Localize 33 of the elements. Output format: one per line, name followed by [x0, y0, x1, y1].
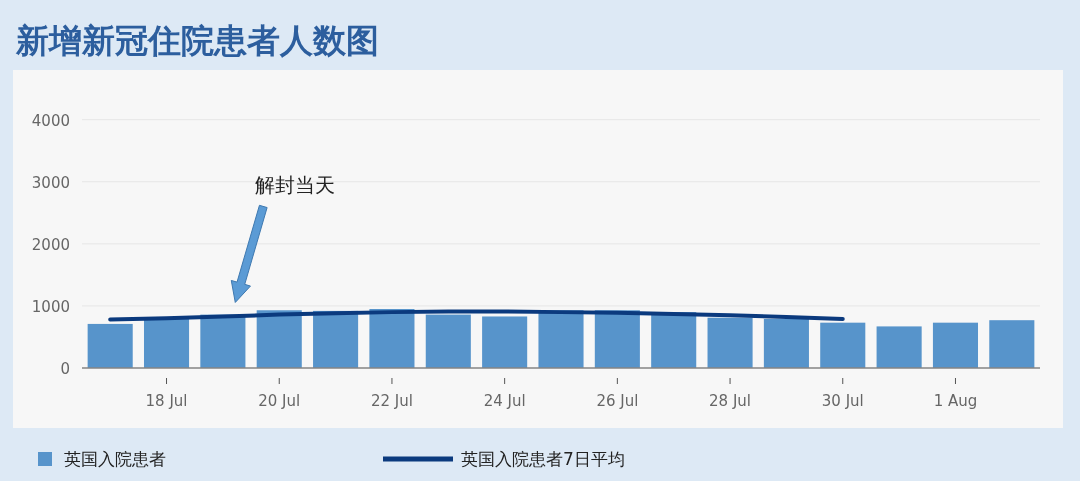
bar	[763, 318, 809, 368]
x-tick-label: 28 Jul	[709, 392, 752, 410]
y-tick-label: 0	[60, 360, 70, 378]
bar	[256, 310, 302, 368]
bar	[707, 317, 753, 368]
legend-label: 英国入院患者	[64, 449, 166, 469]
x-tick-label: 26 Jul	[596, 392, 639, 410]
x-tick-label: 18 Jul	[145, 392, 188, 410]
y-tick-label: 4000	[31, 111, 70, 130]
y-tick-label: 2000	[31, 235, 70, 254]
bar	[651, 312, 697, 368]
y-tick-label: 3000	[31, 173, 70, 192]
legend-label: 英国入院患者7日平均	[461, 449, 625, 469]
bar	[932, 322, 979, 368]
x-tick-label: 1 Aug	[933, 392, 978, 410]
bar	[143, 318, 190, 368]
bar	[594, 310, 640, 368]
bar	[820, 322, 866, 368]
bar	[369, 309, 415, 368]
bar	[876, 326, 922, 368]
x-tick-label: 20 Jul	[258, 392, 301, 410]
x-tick-label: 24 Jul	[483, 392, 526, 410]
x-tick-label: 22 Jul	[370, 392, 413, 410]
bar	[87, 323, 133, 368]
y-tick-label: 1000	[31, 297, 70, 316]
chart-title: 新增新冠住院患者人数图	[15, 21, 379, 60]
bar	[425, 314, 471, 368]
line-series	[108, 309, 845, 322]
bar	[989, 320, 1035, 368]
annotation: 解封当天	[255, 173, 336, 198]
bar	[482, 316, 528, 368]
bar	[313, 310, 359, 368]
x-tick-label: 30 Jul	[821, 392, 864, 410]
